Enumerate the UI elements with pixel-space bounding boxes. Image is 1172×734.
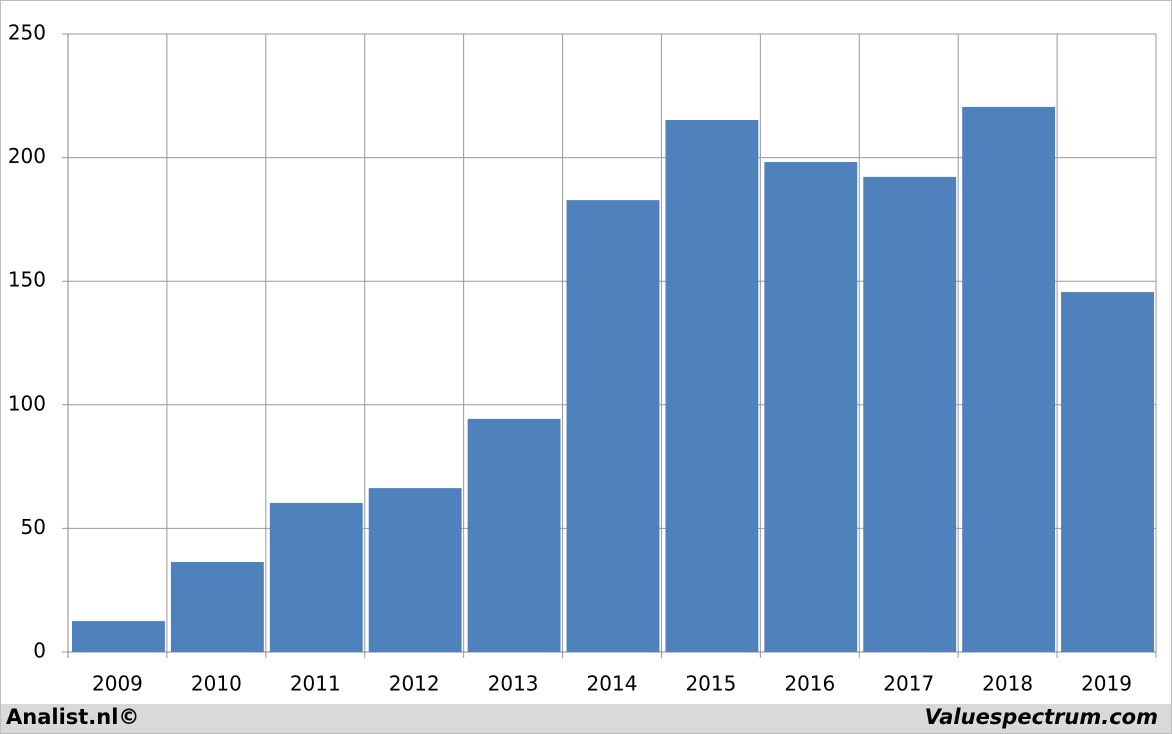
y-tick-label: 0 xyxy=(33,639,46,663)
x-tick-label: 2017 xyxy=(883,672,934,696)
x-tick-label: 2015 xyxy=(685,672,736,696)
bar xyxy=(764,162,858,652)
footer-left: Analist.nl© xyxy=(6,705,139,729)
y-tick-label: 150 xyxy=(8,268,46,292)
bar xyxy=(665,120,759,653)
bar xyxy=(1061,292,1154,652)
y-tick-label: 250 xyxy=(8,21,46,45)
x-tick-label: 2016 xyxy=(784,672,835,696)
y-tick-label: 100 xyxy=(8,391,46,415)
bar xyxy=(368,488,462,652)
bar xyxy=(863,176,957,653)
x-tick-label: 2011 xyxy=(290,672,341,696)
y-tick-label: 200 xyxy=(8,144,46,168)
footer-bar xyxy=(1,704,1171,733)
y-tick-label: 50 xyxy=(21,515,46,539)
x-tick-label: 2014 xyxy=(587,672,638,696)
footer-right: Valuespectrum.com xyxy=(925,705,1158,729)
x-tick-label: 2009 xyxy=(92,672,143,696)
x-tick-label: 2010 xyxy=(191,672,242,696)
x-tick-label: 2013 xyxy=(488,672,539,696)
bar xyxy=(467,418,561,652)
bar xyxy=(962,106,1056,652)
x-tick-label: 2012 xyxy=(389,672,440,696)
x-tick-label: 2019 xyxy=(1081,672,1132,696)
bar xyxy=(72,621,165,652)
bar xyxy=(566,200,660,652)
x-tick-label: 2018 xyxy=(982,672,1033,696)
bar xyxy=(269,502,363,652)
bar xyxy=(170,562,264,652)
